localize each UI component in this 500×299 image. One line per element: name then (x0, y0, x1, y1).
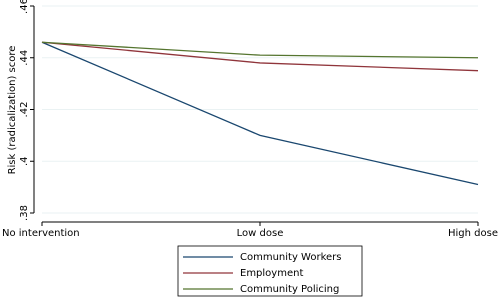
line-series (41, 41, 479, 186)
y-tick-label: .38 (19, 205, 30, 221)
line-series (41, 41, 479, 59)
x-tick-label: Low dose (237, 228, 284, 239)
x-tick-label: High dose (448, 228, 498, 239)
y-axis-title: Risk (radicalization) score (7, 46, 18, 175)
line-series (41, 41, 479, 72)
y-tick-label: .4 (19, 156, 30, 166)
y-tick-label: .46 (19, 0, 30, 14)
legend-box (177, 245, 363, 297)
legend-label: Community Workers (240, 252, 342, 263)
x-tick-label: No intervention (2, 228, 80, 239)
y-tick-label: .44 (19, 50, 30, 66)
legend-label: Employment (240, 268, 303, 279)
legend-label: Community Policing (240, 284, 339, 295)
y-tick-label: .42 (19, 102, 30, 118)
